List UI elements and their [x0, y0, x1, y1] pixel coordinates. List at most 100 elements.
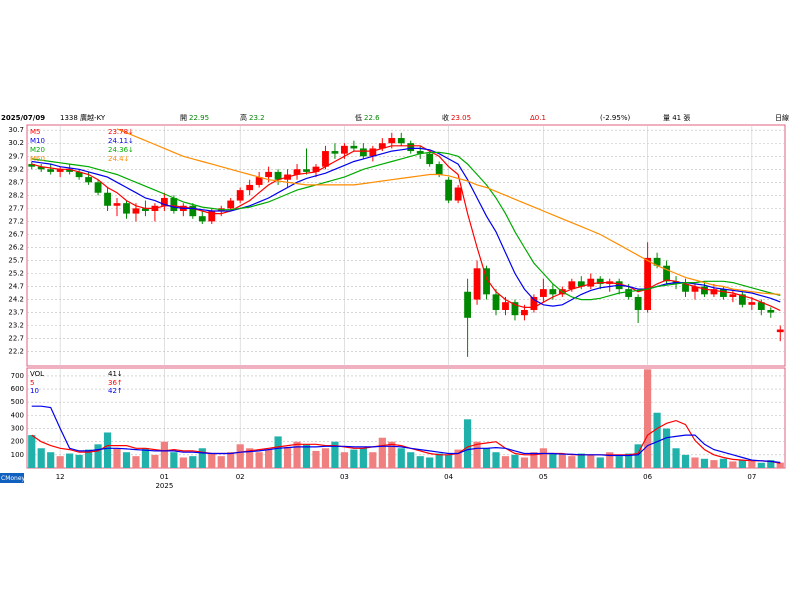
candle-body — [388, 138, 396, 144]
open-label: 開 — [180, 114, 187, 122]
volume-bar — [549, 453, 557, 468]
volume-legend-value: 42↑ — [108, 387, 123, 395]
volume-bar — [198, 448, 206, 468]
candle-body — [160, 197, 168, 206]
volume-text: 量 41 張 — [663, 114, 690, 122]
candle-body — [369, 148, 377, 157]
x-tick-label: 06 — [643, 473, 652, 481]
volume-bar — [75, 454, 83, 468]
candle-body — [767, 309, 775, 313]
candle-body — [265, 171, 273, 178]
volume-bar — [445, 454, 453, 468]
candle-body — [198, 216, 206, 222]
candle-body — [577, 281, 585, 287]
price-frame — [26, 124, 786, 367]
candle-body — [66, 169, 74, 172]
y-tick-label: 29.2 — [8, 165, 24, 173]
candle-body — [416, 151, 424, 154]
candle-body — [625, 289, 633, 297]
volume-bar — [359, 448, 367, 468]
volume-ma-line — [31, 419, 781, 464]
close-value: 23.05 — [451, 114, 471, 122]
candle-body — [397, 138, 405, 144]
candle-body — [189, 205, 197, 217]
legend-value: 24.36↓ — [108, 146, 134, 154]
volume-bar — [407, 452, 415, 468]
candle-body — [170, 197, 178, 211]
volume-bar — [748, 461, 756, 468]
x-tick-label: 12 — [56, 473, 65, 481]
volume-bar — [255, 452, 263, 468]
volume-bar — [141, 448, 150, 468]
volume-bar — [227, 452, 235, 468]
volume-bar — [170, 452, 178, 468]
legend-name: M10 — [30, 137, 45, 145]
volume-bar — [719, 458, 728, 468]
y-tick-label: 25.2 — [8, 270, 24, 278]
candle-body — [502, 302, 509, 310]
volume-bar — [47, 452, 55, 468]
volume-bar — [767, 460, 775, 468]
y-tick-label: 28.7 — [8, 178, 24, 186]
date: 2025/07/09 — [1, 114, 45, 122]
y2-tick-label: 500 — [11, 398, 24, 406]
volume-legend-name: 10 — [30, 387, 39, 395]
ma-line — [116, 128, 781, 295]
y-tick-label: 23.7 — [8, 309, 24, 317]
volume-bar — [179, 457, 187, 468]
volume-legend-value: 36↑ — [108, 379, 123, 387]
candle-body — [473, 268, 481, 300]
volume-bar — [293, 441, 301, 468]
legend-value: 24.11↓ — [108, 137, 134, 145]
candle-body — [274, 171, 282, 180]
candle-body — [682, 283, 689, 292]
candle-body — [28, 164, 36, 167]
volume-bar — [681, 454, 690, 468]
volume-bar — [577, 453, 585, 468]
candle-body — [37, 166, 45, 170]
y-tick-label: 24.2 — [8, 296, 24, 304]
candle-body — [521, 309, 528, 316]
y-tick-label: 25.7 — [8, 256, 24, 264]
candle-body — [549, 289, 557, 295]
volume-legend-name: 5 — [30, 379, 34, 387]
volume-bar — [312, 450, 320, 468]
close-label: 收 — [442, 113, 449, 122]
y2-tick-label: 700 — [11, 372, 24, 380]
candle-body — [776, 329, 784, 333]
candle-body — [720, 289, 727, 297]
volume-bar — [520, 457, 529, 468]
candle-body — [227, 200, 235, 209]
y2-tick-label: 100 — [11, 451, 24, 459]
candle-body — [94, 182, 102, 193]
x-tick-label: 01 — [160, 473, 169, 481]
candle-body — [483, 268, 490, 295]
volume-bar — [397, 448, 405, 468]
candle-body — [132, 208, 140, 214]
volume-bar — [113, 448, 121, 468]
volume-bar — [435, 453, 443, 468]
volume-bar — [103, 432, 112, 468]
y-tick-label: 22.2 — [8, 348, 24, 356]
low-label: 低 — [355, 113, 362, 122]
brand-box — [0, 473, 24, 483]
candle-body — [350, 145, 358, 149]
candle-body — [757, 302, 765, 310]
candle-body — [492, 294, 500, 310]
y2-tick-label: 200 — [11, 438, 24, 446]
candle-body — [255, 177, 263, 185]
high-value: 23.2 — [249, 114, 265, 122]
volume-bar — [274, 436, 282, 468]
ma-line — [31, 147, 781, 307]
candle-body — [587, 278, 595, 287]
volume-bar — [66, 453, 74, 468]
candle-body — [644, 257, 652, 310]
candle-body — [47, 169, 55, 172]
legend-name: M60 — [30, 155, 45, 163]
year-label: 2025 — [155, 482, 173, 490]
volume-bar — [653, 412, 661, 468]
candle-body — [663, 265, 670, 282]
change: Δ0.1 — [530, 114, 546, 122]
volume-bar — [37, 448, 45, 468]
volume-bar — [340, 452, 349, 468]
